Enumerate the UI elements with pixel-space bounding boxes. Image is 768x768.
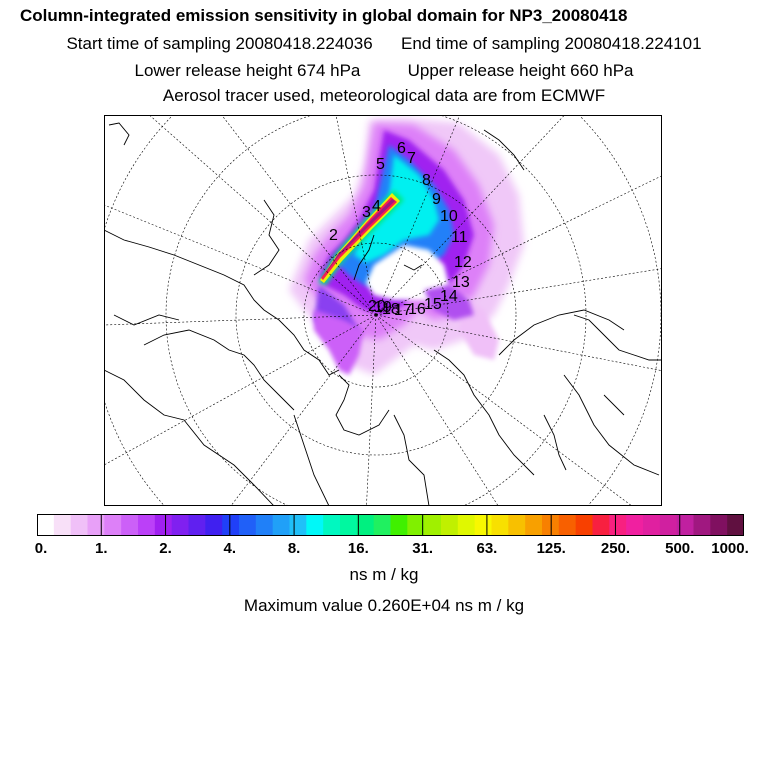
colorbar-cell xyxy=(441,514,459,536)
colorbar-cell xyxy=(53,514,72,536)
colorbar-cell xyxy=(575,514,594,536)
point-label: 12 xyxy=(454,254,472,271)
point-label: 5 xyxy=(376,156,385,173)
colorbar-tick-label: 4. xyxy=(223,540,237,557)
colorbar-cell xyxy=(390,514,408,536)
colorbar-cell xyxy=(87,514,105,536)
colorbar-cell xyxy=(727,514,744,536)
colorbar-cell xyxy=(138,514,156,536)
map-frame xyxy=(104,115,662,506)
colorbar-tick-label: 2. xyxy=(159,540,172,557)
map-title: Column-integrated emission sensitivity i… xyxy=(20,6,628,25)
point-label: 10 xyxy=(440,208,458,225)
release-heights: Lower release height 674 hPa Upper relea… xyxy=(0,61,768,81)
start-time: Start time of sampling 20080418.224036 xyxy=(66,34,373,53)
colorbar-cells xyxy=(37,514,744,536)
colorbar-cell xyxy=(710,514,728,536)
sensitivity-plume xyxy=(289,118,524,375)
sampling-times: Start time of sampling 20080418.224036 E… xyxy=(0,34,768,54)
point-label: 19 xyxy=(374,299,392,316)
colorbar-tick-label: 1. xyxy=(95,540,108,557)
upper-release-height: Upper release height 660 hPa xyxy=(407,61,634,80)
colorbar-cell xyxy=(239,514,257,536)
colorbar-cell xyxy=(272,514,291,536)
colorbar-cell xyxy=(659,514,678,536)
colorbar-tick-label: 0. xyxy=(34,540,48,557)
point-label: 13 xyxy=(452,274,470,291)
colorbar-tick-label: 8. xyxy=(287,540,301,557)
colorbar-cell xyxy=(592,514,610,536)
colorbar-cell xyxy=(356,514,375,536)
colorbar-tick-label: 1000. xyxy=(711,540,749,557)
colorbar-cell xyxy=(626,514,644,536)
lower-release-height: Lower release height 674 hPa xyxy=(134,61,361,80)
colorbar-tick-label: 250. xyxy=(600,540,631,557)
colorbar-tick-label: 16. xyxy=(347,540,369,557)
point-label: 15 xyxy=(424,296,442,313)
colorbar-cell xyxy=(424,514,442,536)
point-label: 17 xyxy=(394,302,412,319)
colorbar-frame xyxy=(37,514,744,536)
point-label: 20 xyxy=(368,298,386,315)
colorbar-cell xyxy=(323,514,341,536)
colorbar-cell xyxy=(222,514,240,536)
colorbar-cell xyxy=(407,514,425,536)
colorbar-cell xyxy=(104,514,122,536)
colorbar-cell xyxy=(508,514,526,536)
polar-map: 2 3 4 5 6 7 8 9 10 11 12 13 14 15 16 17 … xyxy=(104,115,662,506)
colorbar-tick-label: 500. xyxy=(665,540,695,557)
colorbar-cell xyxy=(693,514,711,536)
colorbar-cell xyxy=(609,514,627,536)
tracer-info: Aerosol tracer used, meteorological data… xyxy=(162,86,606,105)
colorbar-cell xyxy=(373,514,392,536)
colorbar-cell xyxy=(37,514,55,536)
colorbar-cell xyxy=(525,514,543,536)
point-label: 3 xyxy=(362,204,371,221)
point-label: 2 xyxy=(329,227,338,244)
point-label: 11 xyxy=(451,229,468,246)
colorbar-tick-label: 63. xyxy=(476,540,498,557)
release-point-labels: 2 3 4 5 6 7 8 9 10 11 12 13 14 15 16 17 … xyxy=(329,140,472,319)
end-time: End time of sampling 20080418.224101 xyxy=(401,34,702,53)
point-label: 14 xyxy=(440,288,458,305)
colorbar-cell xyxy=(491,514,509,536)
maximum-value: Maximum value 0.260E+04 ns m / kg xyxy=(243,596,525,615)
colorbar-cell xyxy=(154,514,173,536)
point-label: 8 xyxy=(422,172,431,189)
point-label: 16 xyxy=(408,301,426,318)
point-label: 4 xyxy=(372,198,381,215)
colorbar-cell xyxy=(289,514,307,536)
point-label: 7 xyxy=(407,150,416,167)
colorbar-cell xyxy=(340,514,358,536)
colorbar-cell xyxy=(457,514,476,536)
colorbar-tick-label: 31. xyxy=(412,540,434,557)
colorbar-units: ns m / kg xyxy=(349,565,419,584)
colorbar-cell xyxy=(643,514,661,536)
point-label: 6 xyxy=(397,140,406,157)
colorbar-cell xyxy=(188,514,206,536)
colorbar-cell xyxy=(205,514,223,536)
colorbar-tick-label: 125. xyxy=(536,540,566,557)
colorbar xyxy=(37,514,744,536)
colorbar-cell xyxy=(558,514,577,536)
colorbar-cell xyxy=(676,514,695,536)
colorbar-cell xyxy=(306,514,324,536)
colorbar-cell xyxy=(70,514,89,536)
colorbar-cell xyxy=(474,514,493,536)
point-label: 9 xyxy=(432,191,441,208)
coastlines xyxy=(104,122,662,506)
colorbar-cell xyxy=(255,514,274,536)
colorbar-cell xyxy=(121,514,139,536)
point-label: 18 xyxy=(382,301,400,318)
colorbar-cell xyxy=(171,514,190,536)
